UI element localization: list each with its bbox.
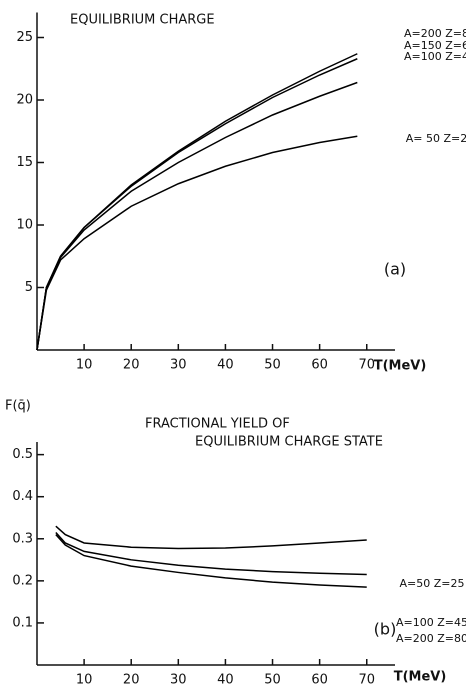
panel-label: (a) <box>384 260 406 279</box>
x-tick-label: 60 <box>311 358 328 373</box>
y-tick-label: 0.3 <box>12 531 33 546</box>
y-tick-label: 0.4 <box>12 489 33 504</box>
x-tick-label: 50 <box>264 358 281 373</box>
y-tick-label: 25 <box>16 30 33 45</box>
y-tick-label: 0.5 <box>12 447 33 462</box>
x-tick-label: 30 <box>170 358 187 373</box>
y-tick-label: 15 <box>16 155 33 170</box>
x-tick-label: 20 <box>123 358 140 373</box>
line <box>36 53 358 351</box>
legend-label: A=150 Z=65 <box>404 39 466 52</box>
chart-title: EQUILIBRIUM CHARGE <box>70 13 215 28</box>
line <box>36 135 358 351</box>
x-tick-label: 40 <box>217 673 234 688</box>
line <box>55 531 367 576</box>
legend-label: A=100 Z=45 <box>404 50 466 63</box>
legend-label: A=50 Z=25 <box>400 577 465 590</box>
x-axis-label: T(MeV) <box>374 359 427 374</box>
legend-label: A=100 Z=45 <box>396 616 466 629</box>
x-tick-label: 40 <box>217 358 234 373</box>
x-tick-label: 10 <box>76 673 93 688</box>
line <box>36 58 358 351</box>
chart-title: FRACTIONAL YIELD OF <box>145 417 290 432</box>
y-tick-label: 10 <box>16 218 33 233</box>
line <box>55 525 367 550</box>
x-axis-label: T(MeV) <box>394 670 447 685</box>
panel-label: (b) <box>374 620 397 639</box>
x-tick-label: 50 <box>264 673 281 688</box>
x-tick-label: 20 <box>123 673 140 688</box>
line <box>55 534 367 588</box>
x-tick-label: 60 <box>311 673 328 688</box>
legend-label: A=200 Z=80 <box>404 27 466 40</box>
x-tick-label: 30 <box>170 673 187 688</box>
x-tick-label: 70 <box>358 673 375 688</box>
line <box>36 81 358 351</box>
y-tick-label: 0.2 <box>12 573 33 588</box>
legend-label: A= 50 Z=25 <box>406 132 466 145</box>
legend-label: A=200 Z=80 <box>396 632 466 645</box>
x-tick-label: 70 <box>358 358 375 373</box>
x-tick-label: 10 <box>76 358 93 373</box>
y-tick-label: 0.1 <box>12 615 33 630</box>
chart-title: EQUILIBRIUM CHARGE STATE <box>195 435 383 450</box>
y-axis-label: F(q̄) <box>5 399 31 414</box>
y-tick-label: 5 <box>25 280 33 295</box>
y-tick-label: 20 <box>16 93 33 108</box>
